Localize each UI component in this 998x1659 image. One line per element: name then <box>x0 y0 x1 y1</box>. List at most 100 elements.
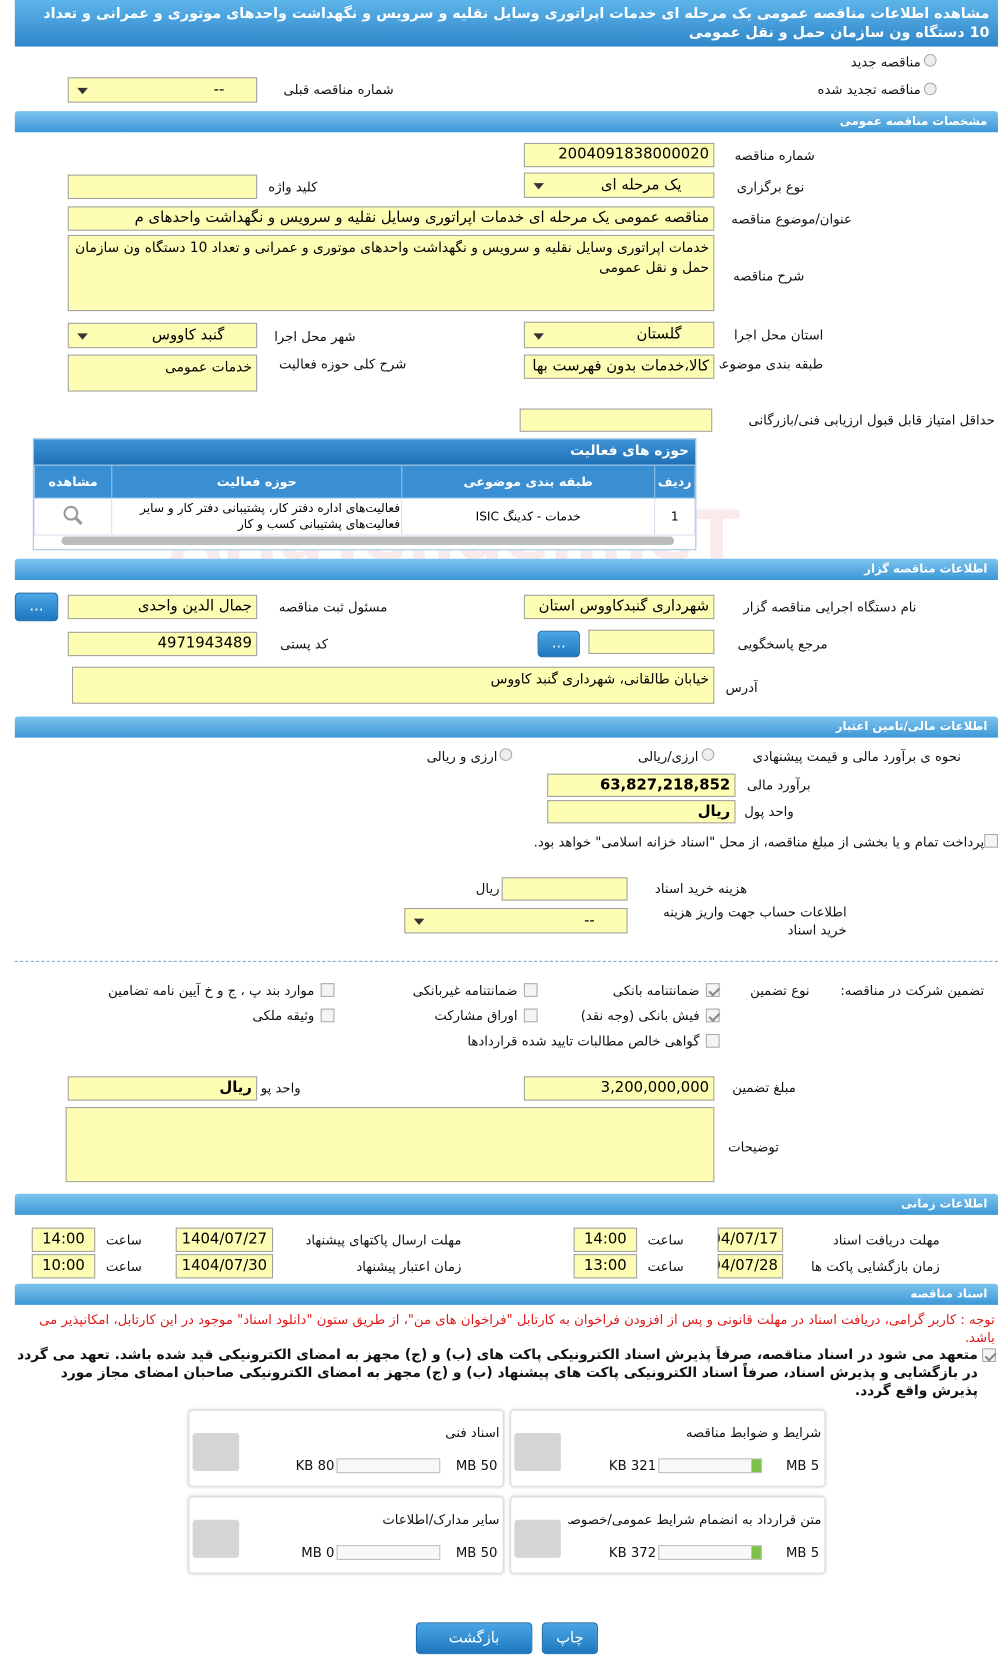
select-box[interactable]: گنبد کاووس <box>67 322 258 349</box>
progress-bar <box>658 1545 762 1560</box>
input-field: شهرداری گنبدکاووس استان <box>523 594 715 620</box>
progress-fill <box>429 1546 440 1559</box>
field-label: زمان بازگشایی پاکت ها <box>810 1258 940 1275</box>
select-box[interactable]: یک مرحله ای <box>523 172 715 198</box>
field-label: 0 MB <box>301 1544 335 1560</box>
input-field: ریال <box>67 1076 258 1101</box>
checkbox[interactable] <box>705 1008 720 1023</box>
field-label: مهلت ارسال پاکتهای پیشنهاد <box>305 1231 462 1248</box>
folder-icon <box>514 1519 561 1558</box>
field-label: واحد پول <box>260 1079 301 1096</box>
field-label: استان محل اجرا <box>733 327 824 343</box>
checkbox[interactable] <box>705 983 720 997</box>
button[interactable]: ... <box>537 630 580 658</box>
checkbox[interactable] <box>705 1033 720 1048</box>
input-field: 2004091838000020 <box>523 142 715 168</box>
radio-button[interactable] <box>701 748 715 761</box>
field-label: برآورد مالی <box>746 776 811 793</box>
field-label: مبلغ تضمین <box>732 1079 796 1096</box>
field-label: ریال <box>475 880 500 897</box>
field-label: ساعت <box>647 1258 684 1275</box>
field-label: آدرس <box>725 679 758 696</box>
document-box <box>188 1409 504 1487</box>
section-header: اطلاعات مناقصه گزار <box>14 558 998 580</box>
input-field: 14:00 <box>31 1227 96 1252</box>
field-label: 50 MB <box>455 1457 498 1474</box>
input-field: ریال <box>547 800 736 824</box>
select-box[interactable]: گلستان <box>523 321 715 349</box>
input-field: 3,200,000,000 <box>523 1076 715 1101</box>
magnifier-icon[interactable] <box>62 504 85 525</box>
column-header: حوزه فعالیت <box>111 464 403 499</box>
field-label: شماره مناقصه قبلی <box>283 81 394 98</box>
field-label: هزینه خرید اسناد <box>654 880 748 897</box>
radio-button[interactable] <box>923 82 937 96</box>
progress-bar <box>336 1458 441 1474</box>
field-label: متن قرارداد به انضمام شرایط عمومی/خصوصی <box>568 1511 822 1528</box>
button[interactable]: ... <box>14 592 59 622</box>
field-label: نوع تضمین <box>750 982 810 998</box>
field-label: عنوان/موضوع مناقصه <box>731 210 852 227</box>
commitment-text: متعهد می شود در اسناد مناقصه، صرفاً پذیر… <box>17 1347 978 1400</box>
input-field <box>519 408 713 432</box>
progress-fill <box>751 1546 761 1559</box>
field-label: وثیقه ملکی <box>252 1007 315 1024</box>
checkbox[interactable] <box>320 1008 335 1023</box>
field-label: کلید واژه <box>268 178 318 195</box>
text-area <box>65 1106 715 1183</box>
progress-fill <box>429 1459 440 1473</box>
field-label: 5 MB <box>785 1457 820 1474</box>
field-label: کد پستی <box>280 636 329 652</box>
grid-table: ردیف طبقه بندی موضوعی حوزه فعالیت مشاهده 1 خد… <box>33 464 696 536</box>
input-field: 14:00 <box>573 1227 638 1252</box>
field-label: 80 KB <box>295 1457 335 1474</box>
input-field: مناقصه عمومی یک مرحله ای خدمات اپراتوری … <box>67 206 715 231</box>
select-box[interactable]: -- <box>67 77 258 103</box>
field-label: ارزی و ریالی <box>426 748 498 765</box>
input-field: کالا،خدمات بدون فهرست بها <box>523 354 715 379</box>
radio-button[interactable] <box>499 748 513 761</box>
grid-header-row: ردیف طبقه بندی موضوعی حوزه فعالیت مشاهده <box>33 464 696 499</box>
input-field: 4971943489 <box>67 631 258 657</box>
field-label: مسئول ثبت مناقصه <box>278 598 388 615</box>
field-label: فیش بانکی (وجه نقد) <box>580 1007 700 1024</box>
field-label: ارزی/ریالی <box>638 748 699 765</box>
select-box[interactable]: -- <box>404 908 628 934</box>
column-header: طبقه بندی موضوعی <box>401 464 656 499</box>
field-label: نوع برگزاری <box>736 178 805 195</box>
field-label: ساعت <box>105 1231 142 1248</box>
checkbox[interactable] <box>320 983 335 997</box>
field-label: 321 KB <box>608 1457 657 1474</box>
button[interactable]: چاپ <box>541 1622 598 1655</box>
checkbox[interactable] <box>982 1348 996 1363</box>
scrollbar[interactable] <box>61 536 675 546</box>
input-field <box>588 629 715 655</box>
field-label: اوراق مشارکت <box>434 1007 518 1024</box>
progress-bar <box>336 1545 441 1560</box>
field-label: ساعت <box>647 1231 684 1248</box>
radio-button[interactable] <box>923 53 937 67</box>
field-label: مناقصه جدید <box>850 53 921 70</box>
field-label: سایر مدارک/اطلاعات <box>382 1511 500 1528</box>
field-label: مهلت دریافت اسناد <box>832 1231 940 1248</box>
button[interactable]: بازگشت <box>415 1622 533 1655</box>
checkbox[interactable] <box>523 983 538 997</box>
field-label: طبقه بندی موضوعی <box>719 355 824 372</box>
column-header: ردیف <box>654 464 696 499</box>
field-label: واحد پول <box>744 803 794 820</box>
grid-cell: خدمات - کدینگ ISIC <box>401 497 656 536</box>
field-label: اطلاعات حساب جهت واریز هزینه خرید اسناد <box>663 903 847 938</box>
grid-cell: فعالیت‌های اداره دفتر کار، پشتیبانی دفتر… <box>111 497 403 536</box>
field-label: مرجع پاسخگویی <box>737 636 828 652</box>
section-header: اطلاعات مالی/تامین اعتبار <box>14 716 998 738</box>
checkbox[interactable] <box>523 1008 538 1023</box>
view-cell[interactable] <box>33 497 113 536</box>
text-area: خدمات عمومی <box>67 354 258 392</box>
field-label: تضمین شرکت در مناقصه: <box>840 982 985 998</box>
checkbox[interactable] <box>984 833 998 848</box>
field-label: نحوه ی برآورد مالی و قیمت پیشنهادی <box>752 748 961 765</box>
grid-row: 1 خدمات - کدینگ ISIC فعالیت‌های اداره دفتر… <box>33 497 696 536</box>
field-label: توضیحات <box>728 1138 779 1155</box>
